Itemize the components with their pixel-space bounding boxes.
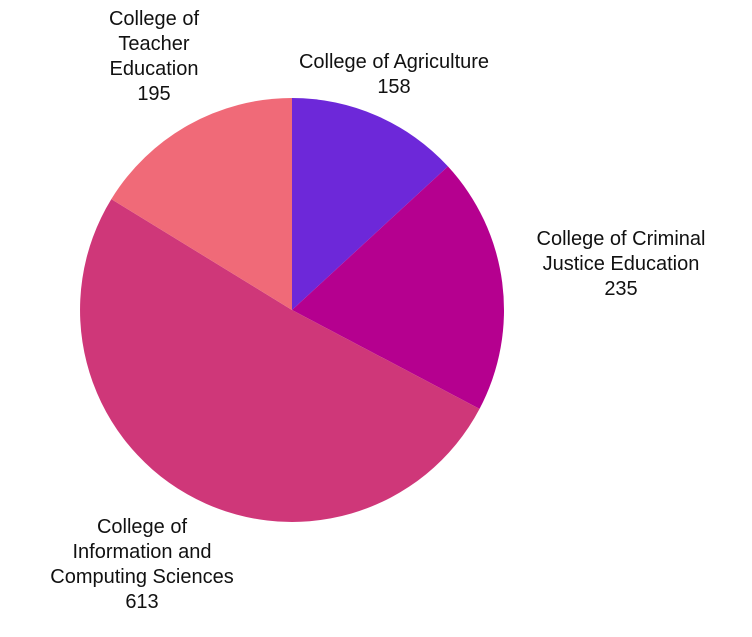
slice-label-line: Teacher <box>118 33 189 55</box>
pie-slices <box>80 98 505 522</box>
slice-label-line: College of Criminal <box>537 228 706 250</box>
slice-label-0: College of Agriculture 158 <box>299 51 489 98</box>
slice-label-line: Justice Education <box>543 253 700 275</box>
slice-label-line: Computing Sciences <box>50 566 233 588</box>
slice-label-line: Education <box>110 58 199 80</box>
slice-label-line: College of <box>109 8 200 30</box>
slice-label-line: Information and <box>73 541 212 563</box>
pie-slice-0 <box>292 98 448 310</box>
slice-value-2: 613 <box>125 591 158 613</box>
slice-value-3: 195 <box>137 83 170 105</box>
slice-value-1: 235 <box>604 278 637 300</box>
slice-label-line: College of <box>97 516 188 538</box>
pie-labels: College of Agriculture 158 College of Crim… <box>50 8 705 613</box>
slice-value-0: 158 <box>377 76 410 98</box>
pie-slice-1 <box>292 166 505 409</box>
slice-label-1: College of Criminal Justice Education 235 <box>537 228 706 300</box>
pie-slice-3 <box>111 98 292 310</box>
slice-label-2: College of Information and Computing Scien… <box>50 516 233 613</box>
slice-label-line: College of Agriculture <box>299 51 489 73</box>
slice-label-3: College of Teacher Education 195 <box>109 8 200 105</box>
pie-slice-2 <box>80 199 480 522</box>
